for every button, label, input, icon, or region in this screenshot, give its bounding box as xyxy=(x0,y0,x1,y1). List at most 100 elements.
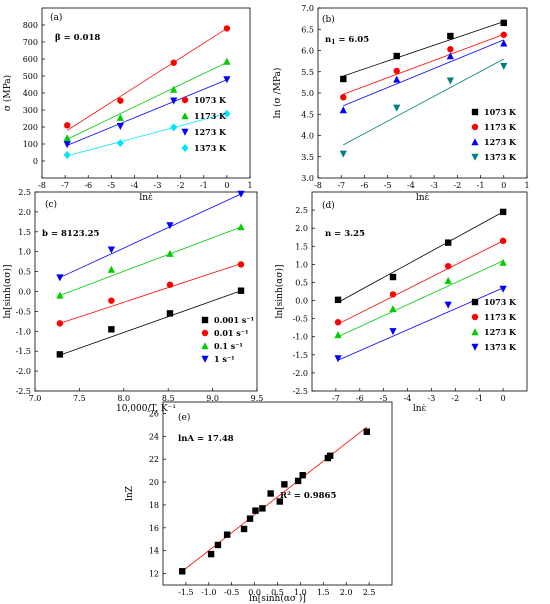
data-point xyxy=(339,106,347,114)
y-tick-label: 12 xyxy=(149,570,159,579)
data-point xyxy=(116,113,124,121)
data-point xyxy=(179,568,186,575)
data-point xyxy=(170,123,178,132)
panel-a: -8 -7 -6 -5 -4 -3 -2 -1 0 1 0 100 200 300 400 500 600 700… xyxy=(2,7,253,203)
x-tick-label: -3 xyxy=(430,181,438,190)
fit-line xyxy=(181,426,368,572)
fit-line xyxy=(59,226,242,296)
data-point xyxy=(63,134,71,142)
y-tick-label: 700 xyxy=(23,38,38,47)
legend-marker xyxy=(471,343,479,351)
y-tick-label: 20 xyxy=(149,478,159,487)
y-tick-label: 26 xyxy=(149,409,159,418)
y-tick-label: 6.5 xyxy=(301,25,314,34)
data-point xyxy=(444,239,452,246)
x-tick-label: -2 xyxy=(177,181,185,190)
x-tick-label: -2 xyxy=(453,181,461,190)
x-tick-label: -5 xyxy=(107,181,115,190)
x-tick-label: -1 xyxy=(475,394,483,403)
fit-annotation: n1 = 6.05 xyxy=(325,35,369,46)
y-tick-label: 0.0 xyxy=(295,297,308,306)
y-tick-label: 1.5 xyxy=(295,242,308,251)
legend-marker xyxy=(181,112,189,120)
fit-line xyxy=(66,28,228,131)
x-tick-label: -8 xyxy=(314,181,322,190)
data-point xyxy=(237,190,245,198)
y-tick-label: 5.5 xyxy=(301,68,314,77)
data-point xyxy=(223,25,231,32)
data-point xyxy=(447,46,454,53)
data-point xyxy=(393,67,400,75)
panel-e: -1.5 -1.0 -0.5 0.0 0.5 1.0 1.5 2.0 2.5 12 14 16 18 20… xyxy=(125,401,393,604)
x-tick-label: 7.0 xyxy=(29,394,42,403)
data-point xyxy=(444,276,452,284)
x-tick-label: 0.5 xyxy=(271,588,284,597)
data-point xyxy=(267,490,274,497)
data-point xyxy=(107,246,115,254)
x-tick-label: -7 xyxy=(61,181,69,190)
data-point xyxy=(500,19,507,27)
y-tick-label: 14 xyxy=(149,547,159,556)
y-tick-label: 5.0 xyxy=(301,89,314,98)
x-tick-label: -1.5 xyxy=(178,588,193,597)
y-tick-label: 600 xyxy=(23,55,38,64)
legend-marker xyxy=(471,123,479,131)
x-tick-label: 8.0 xyxy=(117,394,130,403)
data-point xyxy=(246,515,254,522)
legend-label: 1173 K xyxy=(484,312,517,322)
y-tick-label: -1.0 xyxy=(293,333,308,342)
y-tick-label: 2.5 xyxy=(295,206,308,215)
y-tick-label: 16 xyxy=(149,524,159,533)
y-tick-label: 3.5 xyxy=(301,153,314,162)
x-tick-label: 1.0 xyxy=(294,588,307,597)
fit-line xyxy=(337,240,504,325)
data-point xyxy=(116,122,124,130)
data-point xyxy=(223,76,231,84)
legend-label: 1373 K xyxy=(484,342,517,352)
panel-label: (b) xyxy=(322,14,335,25)
data-point xyxy=(166,222,174,230)
y-tick-label: 0.0 xyxy=(18,288,31,297)
data-point xyxy=(259,505,266,512)
data-point xyxy=(108,297,115,304)
data-point xyxy=(170,97,178,105)
legend: 1073 K 1173 K 1273 K 1373 K xyxy=(471,297,517,352)
legend-label: 1373 K xyxy=(484,152,517,162)
x-tick-label: 0 xyxy=(501,181,506,190)
y-tick-label: 2.5 xyxy=(18,188,31,197)
x-tick-label: 0.0 xyxy=(248,588,261,597)
x-tick-label: -8 xyxy=(38,181,46,190)
data-point xyxy=(223,109,231,118)
legend: 1073 K 1173 K 1273 K 1373 K xyxy=(181,95,227,153)
x-tick-label: -4 xyxy=(404,394,412,403)
data-point xyxy=(389,305,397,313)
fit-line xyxy=(59,193,242,278)
y-tick-label: 0.5 xyxy=(295,278,308,287)
data-point xyxy=(446,77,454,85)
x-tick-label: 0 xyxy=(501,394,506,403)
x-tick-label: 9.5 xyxy=(251,394,264,403)
y-tick-label: -0.5 xyxy=(293,315,308,324)
fit-line xyxy=(337,211,504,303)
data-point xyxy=(389,291,397,298)
x-tick-label: -2 xyxy=(451,394,459,403)
y-tick-label: 3.0 xyxy=(301,174,314,183)
data-point xyxy=(170,85,178,93)
data-point xyxy=(63,151,71,160)
data-point xyxy=(223,531,231,538)
legend-marker xyxy=(471,328,479,336)
legend-marker xyxy=(471,138,479,146)
y-tick-label: 100 xyxy=(23,140,38,149)
y-tick-label: 4.0 xyxy=(301,132,314,141)
annotation-symbol: n xyxy=(325,35,331,45)
data-point xyxy=(499,258,507,266)
legend-label: 1173 K xyxy=(194,111,227,121)
plot-frame xyxy=(162,401,393,586)
data-point xyxy=(447,32,454,40)
legend-label: 1273 K xyxy=(484,327,517,337)
data-point xyxy=(334,331,342,339)
legend-label: 1073 K xyxy=(484,107,517,117)
data-point xyxy=(252,507,259,514)
data-point xyxy=(389,328,397,336)
legend-marker xyxy=(471,313,479,321)
